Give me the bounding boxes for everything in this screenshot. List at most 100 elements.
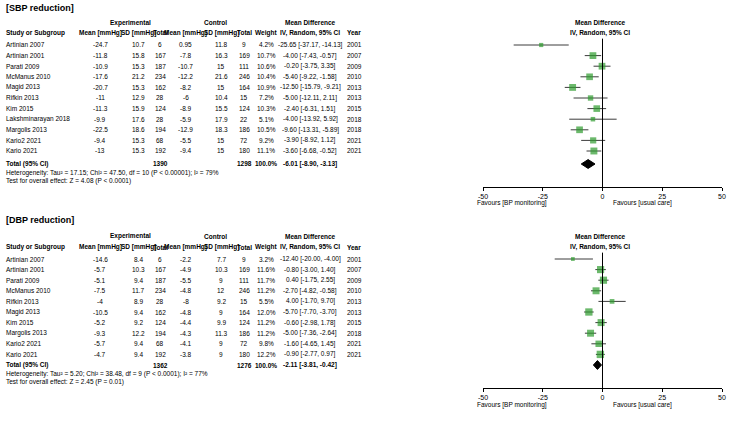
svg-text:2001: 2001	[347, 256, 362, 263]
svg-text:111: 111	[239, 63, 249, 70]
svg-text:-5.1: -5.1	[94, 277, 106, 284]
svg-text:2018: 2018	[347, 116, 362, 123]
svg-text:-2.40 [-6.31, 1.51]: -2.40 [-6.31, 1.51]	[284, 105, 336, 113]
svg-text:Experimental: Experimental	[110, 232, 151, 240]
svg-text:-4.00 [-7.43, -0.57]: -4.00 [-7.43, -0.57]	[283, 52, 337, 60]
svg-text:9: 9	[242, 256, 246, 263]
svg-text:-5.5: -5.5	[180, 137, 192, 144]
svg-text:12.9: 12.9	[132, 94, 145, 101]
svg-text:2013: 2013	[347, 309, 362, 316]
svg-text:-12.9: -12.9	[178, 126, 193, 133]
svg-text:-4: -4	[97, 298, 103, 305]
svg-text:Test for overall effect: Z = 2: Test for overall effect: Z = 2.45 (P = 0…	[6, 378, 124, 386]
svg-text:12.0%: 12.0%	[257, 309, 276, 316]
svg-text:2007: 2007	[347, 266, 362, 273]
svg-text:15: 15	[217, 63, 225, 70]
svg-text:-25: -25	[538, 394, 548, 401]
svg-text:164: 164	[239, 84, 250, 91]
svg-text:Artinian 2001: Artinian 2001	[6, 52, 45, 59]
svg-text:0.40 [-1.75, 2.55]: 0.40 [-1.75, 2.55]	[286, 276, 335, 284]
svg-text:Kario 2021: Kario 2021	[6, 147, 38, 154]
svg-text:9: 9	[219, 351, 223, 358]
svg-text:50: 50	[718, 394, 726, 401]
svg-text:6: 6	[158, 256, 162, 263]
svg-text:15: 15	[217, 147, 225, 154]
svg-text:167: 167	[155, 266, 166, 273]
svg-text:-9.9: -9.9	[94, 116, 106, 123]
svg-text:2013: 2013	[347, 298, 362, 305]
svg-text:Favours [BP monitoring]: Favours [BP monitoring]	[477, 401, 547, 409]
svg-text:15.5: 15.5	[215, 105, 228, 112]
svg-text:-2.11 [-3.81, -0.42]: -2.11 [-3.81, -0.42]	[283, 361, 337, 369]
svg-text:-12.40 [-20.00, -4.00]: -12.40 [-20.00, -4.00]	[280, 255, 341, 263]
svg-text:9.4: 9.4	[134, 277, 143, 284]
svg-text:12.2%: 12.2%	[257, 351, 276, 358]
svg-text:0: 0	[601, 394, 605, 401]
svg-text:-6: -6	[183, 94, 189, 101]
svg-text:Year: Year	[347, 29, 361, 36]
svg-text:-24.7: -24.7	[93, 41, 108, 48]
svg-text:Heterogeneity: Tau² = 5.20; Ch: Heterogeneity: Tau² = 5.20; Chi² = 38.48…	[6, 370, 208, 378]
svg-text:10.6%: 10.6%	[257, 63, 276, 70]
svg-text:Heterogeneity: Tau² = 17.15; C: Heterogeneity: Tau² = 17.15; Chi² = 47.5…	[6, 169, 219, 177]
svg-text:SD [mmHg]: SD [mmHg]	[204, 243, 239, 251]
svg-text:-5.2: -5.2	[94, 319, 106, 326]
svg-text:IV, Random, 95% CI: IV, Random, 95% CI	[570, 29, 630, 37]
svg-text:72: 72	[240, 137, 248, 144]
svg-text:2021: 2021	[347, 340, 362, 347]
svg-text:SD [mmHg]: SD [mmHg]	[121, 243, 156, 251]
svg-text:Magid 2013: Magid 2013	[6, 308, 40, 316]
svg-text:Mean Difference: Mean Difference	[575, 233, 626, 240]
svg-text:-5.00 [-12.11, 2.11]: -5.00 [-12.11, 2.11]	[283, 94, 337, 102]
svg-text:10.3: 10.3	[215, 266, 228, 273]
svg-text:-2.2: -2.2	[180, 256, 192, 263]
svg-text:9.8%: 9.8%	[259, 340, 274, 347]
svg-text:18.6: 18.6	[132, 126, 145, 133]
svg-text:Favours [usual care]: Favours [usual care]	[613, 199, 672, 207]
svg-text:9: 9	[219, 309, 223, 316]
svg-text:5.5%: 5.5%	[259, 298, 274, 305]
svg-text:10.4%: 10.4%	[257, 73, 276, 80]
svg-text:Study or Subgroup: Study or Subgroup	[6, 29, 65, 37]
svg-text:11.3: 11.3	[215, 330, 228, 337]
svg-text:-6.01 [-8.90, -3.13]: -6.01 [-8.90, -3.13]	[283, 160, 337, 168]
svg-text:Magid 2013: Magid 2013	[6, 83, 40, 91]
svg-text:9.9: 9.9	[217, 319, 226, 326]
svg-text:234: 234	[155, 73, 166, 80]
svg-text:2001: 2001	[347, 41, 362, 48]
svg-text:-22.5: -22.5	[93, 126, 108, 133]
svg-text:Artinian 2001: Artinian 2001	[6, 266, 45, 273]
svg-text:Favours [BP monitoring]: Favours [BP monitoring]	[477, 199, 547, 207]
svg-text:11.2%: 11.2%	[257, 330, 275, 337]
svg-text:-25.65 [-37.17, -14.13]: -25.65 [-37.17, -14.13]	[278, 41, 343, 49]
svg-text:1390: 1390	[153, 160, 168, 167]
svg-text:-9.4: -9.4	[180, 147, 192, 154]
svg-text:12: 12	[217, 287, 225, 294]
svg-text:-5.40 [-9.22, -1.58]: -5.40 [-9.22, -1.58]	[283, 73, 337, 81]
svg-text:-50: -50	[478, 193, 488, 200]
svg-text:124: 124	[155, 105, 166, 112]
svg-text:2015: 2015	[347, 319, 362, 326]
svg-text:Mean Difference: Mean Difference	[575, 19, 626, 26]
svg-text:17.9: 17.9	[215, 116, 228, 123]
svg-text:2009: 2009	[347, 63, 362, 70]
svg-text:Margolis 2013: Margolis 2013	[6, 126, 47, 134]
svg-text:15.3: 15.3	[132, 63, 145, 70]
svg-text:7.7: 7.7	[217, 256, 226, 263]
svg-text:Kim 2015: Kim 2015	[6, 105, 34, 112]
svg-text:-9.4: -9.4	[94, 137, 106, 144]
svg-text:10.7: 10.7	[132, 41, 145, 48]
svg-text:-8: -8	[183, 298, 189, 305]
svg-text:169: 169	[239, 266, 250, 273]
svg-text:4.2%: 4.2%	[259, 41, 274, 48]
svg-text:25: 25	[658, 394, 666, 401]
svg-text:9.2%: 9.2%	[259, 137, 274, 144]
svg-text:Mean [mmHg]: Mean [mmHg]	[79, 29, 122, 37]
svg-text:-12.50 [-15.79, -9.21]: -12.50 [-15.79, -9.21]	[280, 83, 341, 91]
svg-text:-11: -11	[96, 94, 105, 101]
svg-text:15.3: 15.3	[132, 84, 145, 91]
svg-text:10.4: 10.4	[215, 94, 228, 101]
svg-text:6: 6	[158, 41, 162, 48]
svg-text:18.3: 18.3	[215, 126, 228, 133]
svg-text:246: 246	[239, 287, 250, 294]
